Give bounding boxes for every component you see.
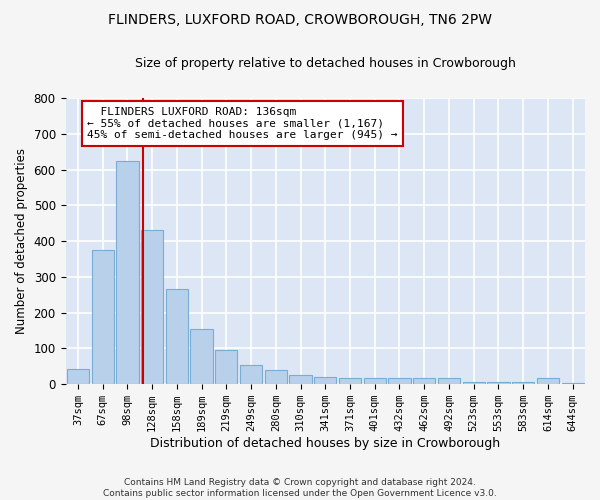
Bar [438, 378, 460, 384]
Bar [388, 378, 410, 384]
Text: FLINDERS LUXFORD ROAD: 136sqm
← 55% of detached houses are smaller (1,167)
45% o: FLINDERS LUXFORD ROAD: 136sqm ← 55% of d… [87, 107, 398, 140]
Title: Size of property relative to detached houses in Crowborough: Size of property relative to detached ho… [135, 58, 516, 70]
Bar [537, 378, 559, 384]
Text: FLINDERS, LUXFORD ROAD, CROWBOROUGH, TN6 2PW: FLINDERS, LUXFORD ROAD, CROWBOROUGH, TN6… [108, 12, 492, 26]
Bar [512, 382, 534, 384]
Bar [190, 329, 213, 384]
Bar [463, 382, 485, 384]
Bar [562, 383, 584, 384]
Bar [314, 377, 337, 384]
Bar [215, 350, 238, 384]
X-axis label: Distribution of detached houses by size in Crowborough: Distribution of detached houses by size … [150, 437, 500, 450]
Bar [265, 370, 287, 384]
Bar [339, 378, 361, 384]
Bar [141, 230, 163, 384]
Text: Contains HM Land Registry data © Crown copyright and database right 2024.
Contai: Contains HM Land Registry data © Crown c… [103, 478, 497, 498]
Y-axis label: Number of detached properties: Number of detached properties [15, 148, 28, 334]
Bar [116, 160, 139, 384]
Bar [166, 290, 188, 384]
Bar [487, 382, 509, 384]
Bar [67, 369, 89, 384]
Bar [413, 378, 436, 384]
Bar [92, 250, 114, 384]
Bar [289, 374, 311, 384]
Bar [240, 364, 262, 384]
Bar [364, 378, 386, 384]
